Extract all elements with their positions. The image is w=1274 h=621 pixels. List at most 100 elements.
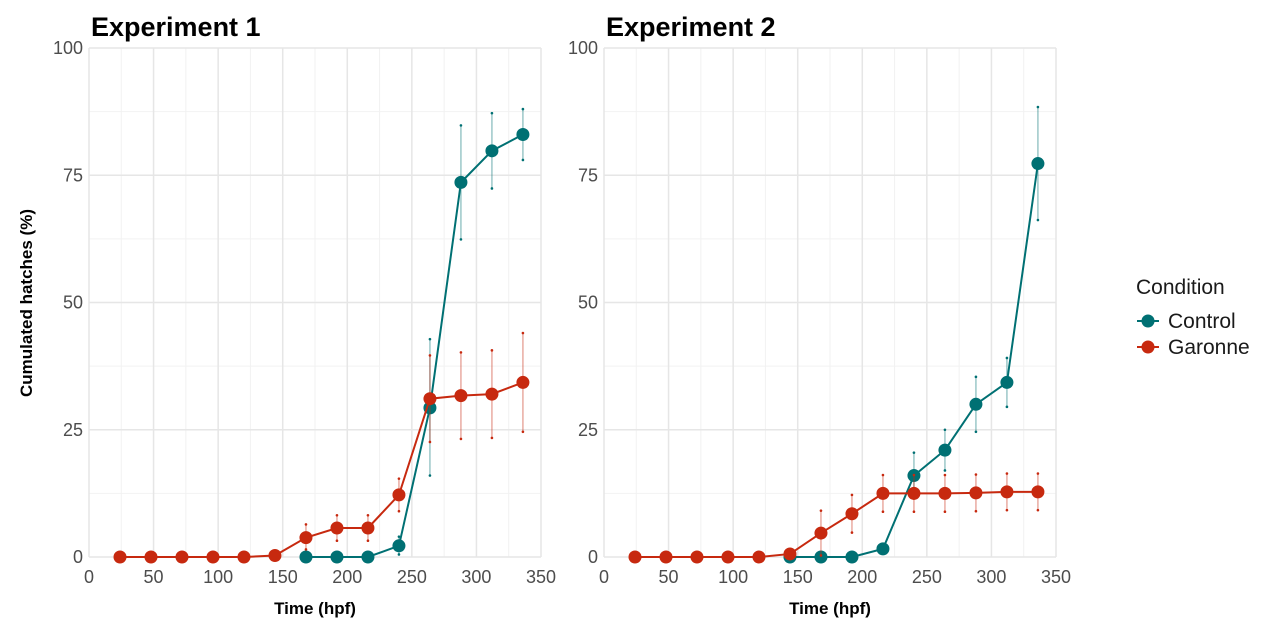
data-point xyxy=(876,486,890,500)
y-tick-label: 25 xyxy=(578,420,598,440)
error-bar-cap xyxy=(819,509,823,512)
data-point xyxy=(299,531,313,545)
y-tick-label: 0 xyxy=(588,547,598,567)
x-tick-label: 50 xyxy=(144,567,164,587)
series-control xyxy=(299,107,530,564)
error-bar-cap xyxy=(974,509,978,513)
data-point xyxy=(175,550,189,564)
error-bar-cap xyxy=(850,493,854,497)
data-point xyxy=(516,128,530,142)
data-point xyxy=(144,550,158,564)
error-bar-cap xyxy=(1005,356,1009,360)
x-tick-label: 350 xyxy=(1041,567,1071,587)
x-tick-label: 250 xyxy=(912,567,942,587)
data-point xyxy=(299,550,313,564)
error-bar-cap xyxy=(819,554,823,557)
error-bar-cap xyxy=(1005,508,1009,512)
data-point xyxy=(485,387,499,401)
error-bar-cap xyxy=(304,523,308,526)
x-tick-label: 200 xyxy=(847,567,877,587)
error-bar-cap xyxy=(335,513,339,517)
data-point xyxy=(454,175,468,189)
data-point xyxy=(938,486,952,500)
y-tick-label: 100 xyxy=(568,38,598,58)
series-garonne xyxy=(628,472,1045,564)
data-point xyxy=(814,526,828,540)
error-bar-cap xyxy=(1036,105,1040,109)
data-point xyxy=(969,397,983,411)
error-bar-cap xyxy=(943,510,947,513)
data-point xyxy=(485,144,499,158)
legend: Condition Control Garonne xyxy=(1136,276,1250,359)
legend-title: Condition xyxy=(1136,276,1225,299)
y-tick-label: 0 xyxy=(73,547,83,567)
data-point xyxy=(690,550,704,564)
x-tick-label: 250 xyxy=(397,567,427,587)
error-bar-cap xyxy=(974,430,978,434)
x-tick-label: 0 xyxy=(599,567,609,587)
data-point xyxy=(113,550,127,564)
error-bar-cap xyxy=(366,539,370,543)
x-tick-label: 300 xyxy=(976,567,1006,587)
error-bar-cap xyxy=(428,337,432,341)
data-point xyxy=(969,486,983,500)
data-point xyxy=(330,550,344,564)
error-bar-cap xyxy=(490,111,494,115)
error-bar-cap xyxy=(428,474,432,477)
y-tick-label: 75 xyxy=(63,165,83,185)
error-bar-cap xyxy=(397,477,401,480)
error-bar-cap xyxy=(1036,508,1040,512)
error-bar-cap xyxy=(943,469,947,472)
data-point xyxy=(1031,485,1045,499)
data-point xyxy=(454,389,468,403)
panel-title: Experiment 2 xyxy=(606,12,776,42)
x-tick-label: 300 xyxy=(461,567,491,587)
data-point xyxy=(268,548,282,562)
error-bar-cap xyxy=(850,531,854,534)
data-point xyxy=(876,542,890,556)
error-bar-cap xyxy=(397,553,401,556)
error-bar-cap xyxy=(912,510,916,513)
x-tick-label: 50 xyxy=(659,567,679,587)
series-garonne xyxy=(113,331,530,564)
error-bar-cap xyxy=(490,349,494,352)
data-point xyxy=(237,550,251,564)
error-bar-cap xyxy=(1036,472,1040,475)
data-point xyxy=(516,375,530,389)
legend-label: Garonne xyxy=(1168,336,1250,359)
legend-label: Control xyxy=(1168,310,1236,333)
error-bar-cap xyxy=(304,548,308,551)
data-point xyxy=(845,550,859,564)
x-tick-label: 150 xyxy=(783,567,813,587)
error-bar-cap xyxy=(490,436,494,440)
error-bar-cap xyxy=(521,158,525,162)
data-point xyxy=(330,521,344,535)
y-tick-label: 100 xyxy=(53,38,83,58)
data-point xyxy=(752,550,766,564)
x-tick-label: 200 xyxy=(332,567,362,587)
data-point xyxy=(361,521,375,535)
error-bar-cap xyxy=(974,473,978,476)
legend-key-point xyxy=(1141,340,1155,354)
data-point xyxy=(423,392,437,406)
legend-key-point xyxy=(1141,314,1155,328)
error-bar-cap xyxy=(943,428,947,432)
legend-entry-control: Control xyxy=(1137,310,1236,333)
error-bar-cap xyxy=(397,509,401,513)
y-tick-label: 50 xyxy=(578,293,598,313)
data-point xyxy=(392,488,406,502)
series-line xyxy=(119,381,524,558)
error-bar-cap xyxy=(881,510,885,513)
x-tick-label: 150 xyxy=(268,567,298,587)
data-point xyxy=(659,550,673,564)
error-bar-cap xyxy=(428,354,432,357)
data-point xyxy=(845,507,859,521)
error-bar-cap xyxy=(459,238,463,241)
error-bar-cap xyxy=(974,375,978,379)
error-bar-cap xyxy=(1005,472,1009,475)
error-bar-cap xyxy=(912,473,916,477)
data-point xyxy=(361,550,375,564)
x-axis-title: Time (hpf) xyxy=(789,599,871,618)
error-bar-cap xyxy=(912,451,916,454)
